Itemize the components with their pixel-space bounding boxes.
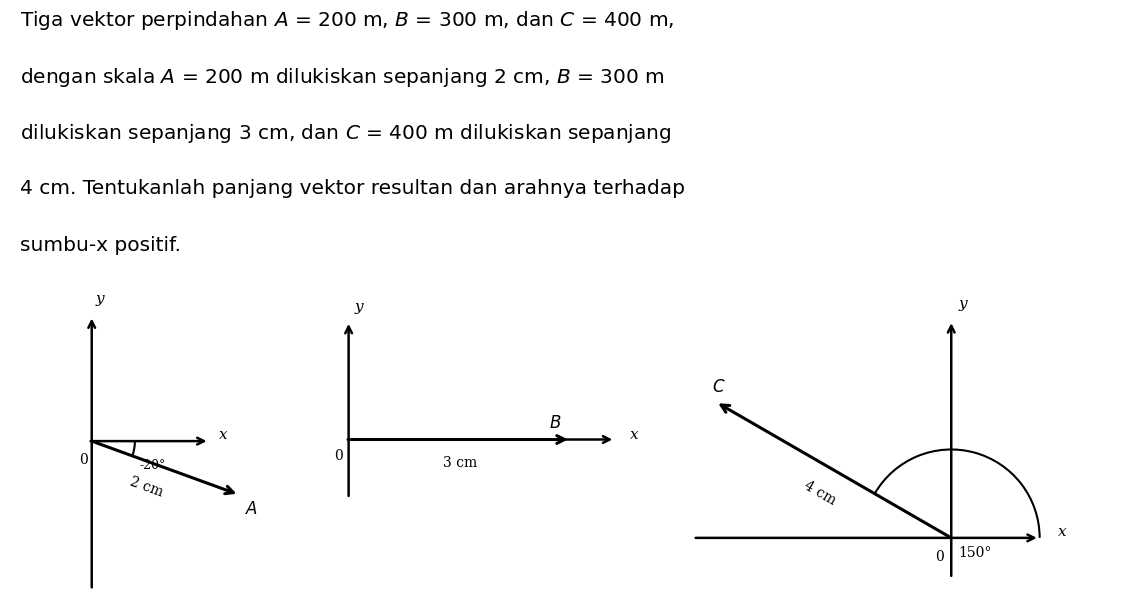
Text: 0: 0 (935, 550, 944, 564)
Text: 0: 0 (79, 453, 88, 468)
Text: -20°: -20° (140, 459, 166, 472)
Text: x: x (1059, 524, 1066, 539)
Text: 0: 0 (334, 449, 343, 463)
Text: y: y (354, 300, 363, 314)
Text: $C$: $C$ (712, 379, 726, 397)
Text: y: y (96, 293, 105, 307)
Text: 2 cm: 2 cm (127, 475, 164, 500)
Text: dilukiskan sepanjang 3 cm, dan $C$ = 400 m dilukiskan sepanjang: dilukiskan sepanjang 3 cm, dan $C$ = 400… (20, 122, 672, 146)
Text: 4 cm. Tentukanlah panjang vektor resultan dan arahnya terhadap: 4 cm. Tentukanlah panjang vektor resulta… (20, 179, 685, 198)
Text: dengan skala $A$ = 200 m dilukiskan sepanjang 2 cm, $B$ = 300 m: dengan skala $A$ = 200 m dilukiskan sepa… (20, 65, 665, 89)
Text: $B$: $B$ (549, 415, 561, 432)
Text: x: x (219, 428, 228, 442)
Text: Tiga vektor perpindahan $A$ = 200 m, $B$ = 300 m, dan $C$ = 400 m,: Tiga vektor perpindahan $A$ = 200 m, $B$… (20, 9, 675, 32)
Text: 3 cm: 3 cm (442, 456, 477, 470)
Text: x: x (630, 428, 639, 442)
Text: 4 cm: 4 cm (801, 479, 838, 507)
Text: sumbu-x positif.: sumbu-x positif. (20, 236, 181, 255)
Text: 150°: 150° (958, 546, 991, 560)
Text: $A$: $A$ (244, 501, 258, 518)
Text: y: y (958, 297, 968, 311)
